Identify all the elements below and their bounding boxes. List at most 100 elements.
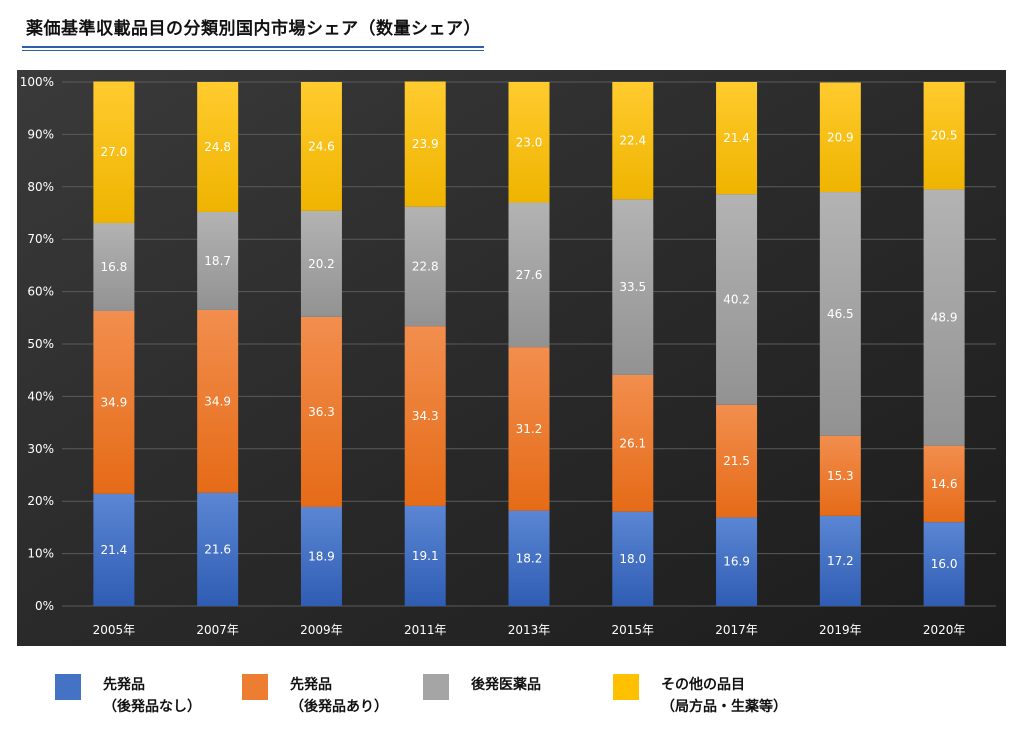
x-tick-label: 2013年 [508, 623, 551, 637]
bar-segment [93, 222, 135, 311]
title-underline [22, 46, 484, 51]
x-tick-label: 2017年 [715, 623, 758, 637]
bar-segment [716, 404, 758, 518]
legend-label-line2: （局方品・生薬等） [661, 699, 787, 715]
bar-segment [923, 522, 965, 606]
y-tick-label: 80% [27, 180, 54, 194]
bar-segment [923, 82, 965, 190]
bar-segment [508, 202, 550, 348]
y-tick-label: 70% [27, 232, 54, 246]
bar-segment [508, 347, 550, 511]
y-tick-label: 30% [27, 442, 54, 456]
legend-label-line1: 先発品 [290, 677, 332, 693]
x-tick-label: 2020年 [923, 623, 966, 637]
data-label: 17.2 [827, 554, 854, 568]
bar-segment [93, 310, 135, 494]
data-label: 24.8 [204, 140, 231, 154]
x-tick-label: 2011年 [404, 623, 447, 637]
data-label: 21.4 [101, 543, 128, 557]
data-label: 21.4 [723, 131, 750, 145]
data-label: 23.9 [412, 137, 439, 151]
legend-swatch [423, 674, 449, 700]
bar-segment [93, 81, 135, 223]
bar-segment [612, 199, 654, 375]
bar-segment [612, 82, 654, 200]
data-label: 16.9 [723, 555, 750, 569]
bar-segment [819, 82, 861, 193]
legend-label: その他の品目 （局方品・生薬等） [661, 674, 787, 718]
data-label: 20.2 [308, 257, 335, 271]
data-label: 18.0 [619, 552, 646, 566]
data-label: 18.9 [308, 549, 335, 563]
data-label: 16.8 [101, 260, 128, 274]
data-label: 40.2 [723, 292, 750, 306]
y-tick-label: 60% [27, 285, 54, 299]
legend-label: 先発品 （後発品あり） [290, 674, 388, 718]
data-label: 33.5 [619, 280, 646, 294]
bar-segment [197, 492, 239, 606]
y-tick-label: 40% [27, 389, 54, 403]
bar-segment [819, 192, 861, 436]
bar-segment [404, 326, 446, 506]
data-label: 20.9 [827, 130, 854, 144]
data-label: 20.5 [931, 129, 958, 143]
data-label: 21.5 [723, 454, 750, 468]
data-label: 21.6 [204, 542, 231, 556]
y-tick-label: 0% [35, 599, 54, 613]
bar-segment [508, 510, 550, 606]
x-tick-label: 2019年 [819, 623, 862, 637]
y-tick-label: 90% [27, 127, 54, 141]
bar-segment [197, 211, 239, 310]
bar-segment [923, 189, 965, 446]
legend-swatch [613, 674, 639, 700]
legend-label-line1: 先発品 [103, 677, 145, 693]
bar-segment [923, 445, 965, 523]
legend-swatch [242, 674, 268, 700]
x-tick-label: 2009年 [300, 623, 343, 637]
data-label: 34.9 [204, 394, 231, 408]
data-label: 23.0 [516, 135, 543, 149]
bar-segment [300, 506, 342, 606]
bar-segment [716, 517, 758, 606]
data-label: 34.3 [412, 409, 439, 423]
data-label: 31.2 [516, 422, 543, 436]
legend-label: 先発品 （後発品なし） [103, 674, 201, 718]
data-label: 22.4 [619, 134, 646, 148]
x-tick-label: 2007年 [196, 623, 239, 637]
y-axis-ticks: 0% 10% 20% 30% 40% 50% 60% 70% 80% 90% 100% [20, 75, 54, 613]
legend-label-line2: （後発品あり） [290, 699, 388, 715]
legend-label: 後発医薬品 [471, 674, 541, 696]
bar-segment [819, 515, 861, 606]
legend-label-line2: （後発品なし） [103, 699, 201, 715]
bar-segment [300, 210, 342, 317]
legend-label-line1: その他の品目 [661, 677, 745, 693]
data-label: 27.6 [516, 268, 543, 282]
bar-segment [300, 316, 342, 507]
legend-swatch [55, 674, 81, 700]
data-label: 48.9 [931, 311, 958, 325]
data-label: 27.0 [101, 145, 128, 159]
data-label: 16.0 [931, 557, 958, 571]
bar-segment [612, 374, 654, 512]
x-axis-ticks: 2005年 2007年 2009年 2011年 2013年 2015年 2017年 2019年… [93, 623, 966, 637]
bars [93, 81, 965, 606]
data-labels: 21.4 34.9 16.8 27.0 21.6 34.9 18.7 24.8 18.9 36.3… [101, 129, 958, 571]
y-tick-label: 100% [20, 75, 54, 89]
data-label: 14.6 [931, 477, 958, 491]
data-label: 15.3 [827, 469, 854, 483]
data-label: 18.2 [516, 551, 543, 565]
bar-segment [819, 435, 861, 516]
bar-segment [300, 82, 342, 211]
bar-segment [197, 82, 239, 212]
data-label: 24.6 [308, 139, 335, 153]
data-label: 19.1 [412, 549, 439, 563]
data-label: 22.8 [412, 259, 439, 273]
y-tick-label: 50% [27, 337, 54, 351]
bar-segment [404, 81, 446, 207]
legend-label-line1: 後発医薬品 [471, 677, 541, 693]
y-tick-label: 20% [27, 494, 54, 508]
data-label: 34.9 [101, 395, 128, 409]
bar-segment [404, 505, 446, 606]
bar-segment [93, 493, 135, 606]
y-tick-label: 10% [27, 547, 54, 561]
